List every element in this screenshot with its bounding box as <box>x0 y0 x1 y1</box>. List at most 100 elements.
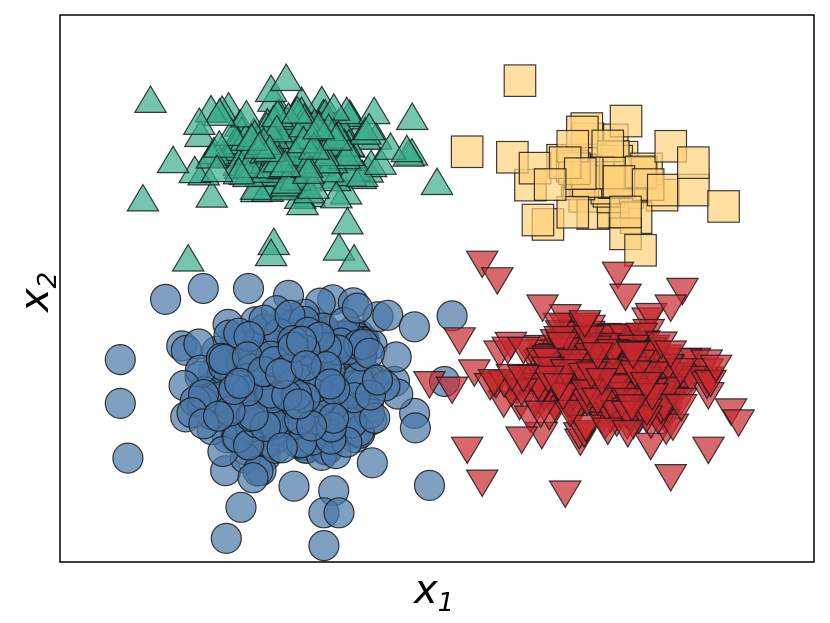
square-point <box>624 233 657 267</box>
circle-point <box>398 311 430 343</box>
square-point <box>591 129 625 163</box>
circle-point <box>372 299 404 331</box>
circle-point <box>112 442 144 474</box>
triangle-down-point <box>568 310 602 339</box>
triangle-down-point <box>721 409 756 438</box>
square-point <box>563 157 597 190</box>
triangle-down-point <box>480 267 515 296</box>
triangle-down-point <box>653 340 688 369</box>
x-axis-subscript: 1 <box>438 588 455 618</box>
y-axis-label: x <box>12 288 58 314</box>
triangle-down-point <box>477 369 511 398</box>
triangle-down-point <box>611 419 645 449</box>
triangle-up-point <box>269 62 303 92</box>
triangle-down-point <box>664 358 698 387</box>
square-point <box>646 173 680 207</box>
y-axis-subscript: 2 <box>33 272 63 289</box>
square-point <box>521 203 555 237</box>
square-point <box>450 135 484 169</box>
square-point <box>676 173 710 207</box>
triangle-down-point <box>699 354 733 383</box>
circle-point <box>210 522 242 555</box>
triangle-down-point <box>608 283 643 312</box>
plot-frame <box>59 14 815 563</box>
circle-point <box>266 432 298 464</box>
triangle-up-point <box>301 111 336 140</box>
circle-point <box>187 272 219 305</box>
triangle-down-point <box>506 364 541 393</box>
triangle-up-point <box>420 166 454 196</box>
circle-point <box>224 367 256 399</box>
triangle-up-point <box>319 180 354 209</box>
triangle-down-point <box>665 277 700 306</box>
x-axis-label: x <box>412 567 438 613</box>
circle-point <box>308 529 340 562</box>
square-point <box>533 168 567 201</box>
circle-point <box>353 337 385 369</box>
circle-point <box>290 350 322 382</box>
circle-point <box>341 292 373 324</box>
triangle-down-point <box>525 294 560 323</box>
triangle-up-point <box>171 243 205 272</box>
triangle-down-point <box>629 371 663 401</box>
triangle-down-point <box>450 436 484 465</box>
triangle-down-point <box>585 368 619 397</box>
triangle-down-point <box>465 250 499 279</box>
triangle-down-point <box>545 331 579 361</box>
triangle-down-point <box>504 426 539 455</box>
triangle-down-point <box>634 302 668 332</box>
triangle-down-point <box>542 373 576 402</box>
circle-point <box>413 469 446 501</box>
triangle-up-point <box>297 131 331 160</box>
triangle-up-point <box>363 146 398 175</box>
triangle-down-point <box>654 294 688 323</box>
circle-point <box>314 368 346 400</box>
triangle-down-point <box>580 342 615 371</box>
triangle-up-point <box>357 96 391 125</box>
circle-point <box>436 300 468 332</box>
triangle-down-point <box>548 480 582 509</box>
triangle-down-point <box>691 436 726 465</box>
triangle-up-point <box>260 114 294 143</box>
triangle-up-point <box>195 179 229 208</box>
triangle-up-point <box>395 101 429 131</box>
circle-point <box>399 412 431 444</box>
square-point <box>602 165 636 198</box>
circle-point <box>361 364 394 396</box>
circle-point <box>150 283 182 315</box>
triangle-down-point <box>465 469 499 498</box>
triangle-up-point <box>268 149 302 178</box>
triangle-down-point <box>442 327 477 356</box>
square-point <box>556 195 590 229</box>
triangle-up-point <box>330 206 365 235</box>
circle-point <box>232 272 265 305</box>
triangle-up-point <box>296 170 331 199</box>
triangle-up-point <box>202 129 237 158</box>
triangle-up-point <box>200 154 234 183</box>
triangle-down-point <box>523 400 558 429</box>
triangle-down-point <box>615 394 649 423</box>
circle-point <box>104 344 136 376</box>
circle-point <box>278 470 310 502</box>
x-axis-title: x1 <box>412 567 454 618</box>
triangle-up-point <box>156 145 190 174</box>
triangle-up-point <box>390 134 424 163</box>
circle-point <box>356 447 388 479</box>
triangle-up-point <box>352 112 386 141</box>
square-point <box>503 64 537 98</box>
circle-point <box>237 462 269 494</box>
triangle-up-point <box>322 232 356 261</box>
triangle-up-point <box>202 97 237 126</box>
square-point <box>676 146 710 179</box>
triangle-down-point <box>435 376 469 405</box>
triangle-up-point <box>280 95 314 124</box>
triangle-up-point <box>254 238 288 267</box>
triangle-up-point <box>222 156 256 185</box>
plot-marks <box>104 62 756 562</box>
circle-point <box>323 497 355 529</box>
triangle-down-point <box>664 393 698 423</box>
circle-point <box>225 491 257 523</box>
circle-point <box>283 388 315 420</box>
triangle-down-point <box>654 464 688 493</box>
